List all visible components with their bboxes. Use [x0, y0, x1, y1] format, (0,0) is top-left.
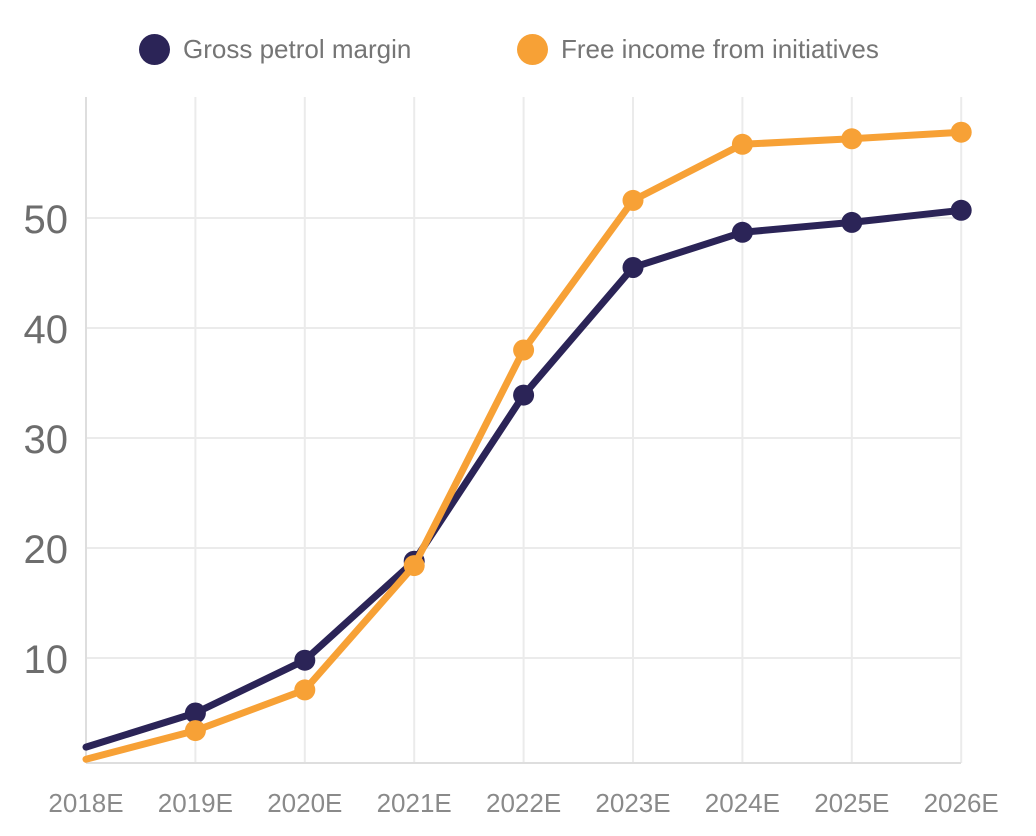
data-point-free-income-from-initiatives: [294, 679, 316, 701]
data-point-free-income-from-initiatives: [622, 189, 644, 211]
y-tick-label: 10: [24, 638, 69, 682]
legend-label: Gross petrol margin: [183, 33, 412, 64]
chart-legend: Gross petrol margin Free income from ini…: [0, 0, 1036, 90]
data-point-free-income-from-initiatives: [731, 133, 753, 155]
data-point-gross-petrol-margin: [841, 211, 863, 233]
legend-item-free-income-from-initiatives: Free income from initiatives: [517, 33, 879, 65]
x-tick-label: 2023E: [595, 788, 670, 818]
x-tick-label: 2026E: [924, 788, 999, 818]
y-tick-label: 20: [24, 528, 69, 572]
y-tick-label: 40: [24, 308, 69, 352]
data-point-gross-petrol-margin: [294, 649, 316, 671]
legend-marker-icon: [517, 33, 548, 65]
x-tick-label: 2018E: [48, 788, 123, 818]
x-tick-label: 2025E: [814, 788, 889, 818]
data-point-free-income-from-initiatives: [950, 121, 972, 143]
legend-item-gross-petrol-margin: Gross petrol margin: [139, 33, 411, 65]
data-point-free-income-from-initiatives: [184, 720, 206, 742]
data-point-gross-petrol-margin: [513, 384, 535, 406]
x-tick-label: 2022E: [486, 788, 561, 818]
x-tick-label: 2020E: [267, 788, 342, 818]
x-tick-label: 2021E: [377, 788, 452, 818]
data-point-free-income-from-initiatives: [403, 555, 425, 577]
data-point-gross-petrol-margin: [622, 257, 644, 278]
legend-label: Free income from initiatives: [561, 33, 879, 64]
y-tick-label: 30: [24, 418, 69, 462]
legend-marker-icon: [139, 33, 170, 65]
data-point-gross-petrol-margin: [184, 702, 206, 724]
x-tick-label: 2019E: [158, 788, 233, 818]
x-tick-label: 2024E: [705, 788, 780, 818]
data-point-free-income-from-initiatives: [841, 128, 863, 150]
data-point-free-income-from-initiatives: [513, 339, 535, 361]
y-tick-label: 50: [24, 198, 69, 242]
data-point-gross-petrol-margin: [950, 199, 972, 221]
data-point-gross-petrol-margin: [731, 221, 753, 243]
